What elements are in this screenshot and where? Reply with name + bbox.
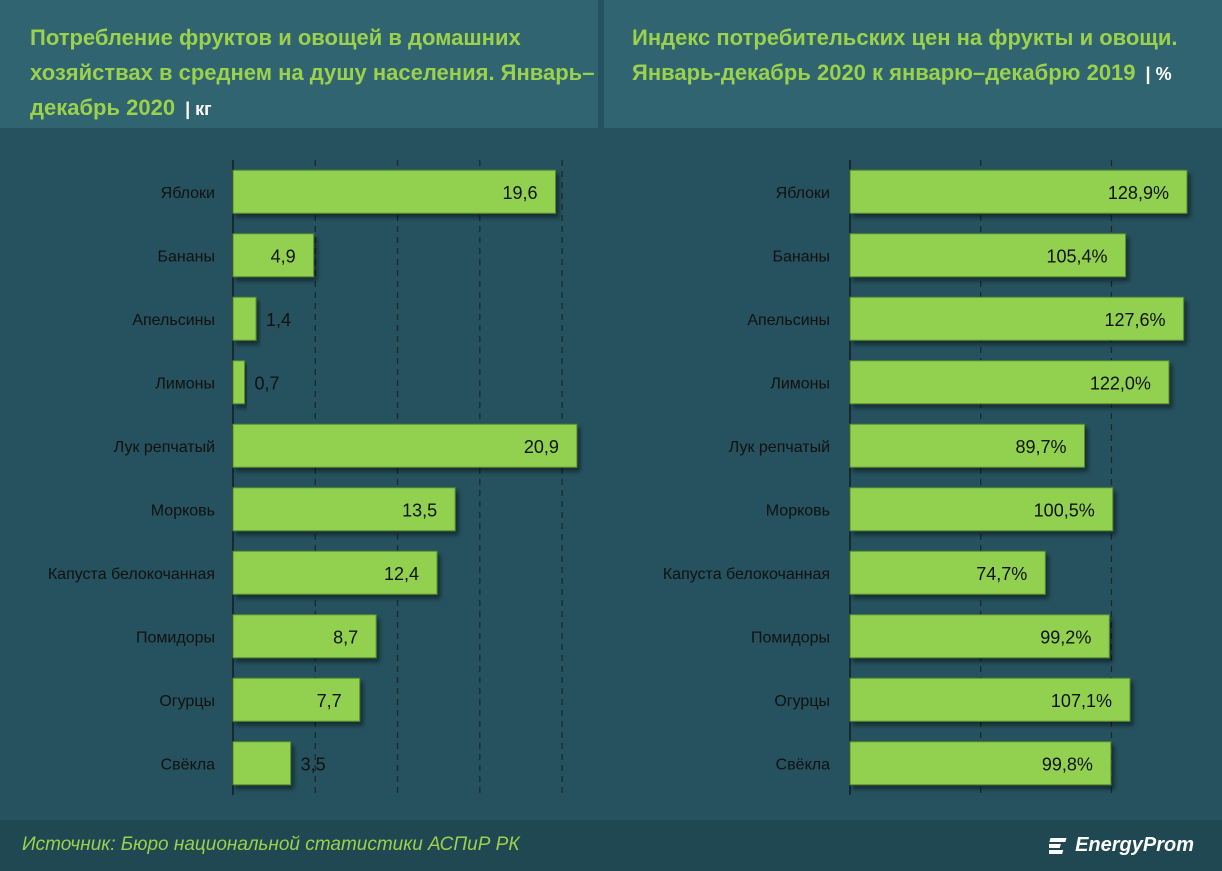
left-bar: [232, 233, 315, 278]
right-bar: [849, 614, 1110, 659]
right-bar: [849, 296, 1185, 341]
left-value-label: 12,4: [384, 564, 419, 584]
right-bar: [849, 550, 1046, 595]
right-value-label: 122,0%: [1090, 373, 1151, 393]
left-category-label: Лимоны: [155, 375, 215, 392]
right-category-label: Яблоки: [776, 185, 830, 202]
left-category-label: Огурцы: [159, 693, 215, 710]
left-unit: | кг: [185, 99, 212, 119]
energyprom-logo-icon: [1049, 837, 1067, 854]
left-category-label: Помидоры: [136, 629, 215, 646]
left-value-label: 7,7: [317, 691, 342, 711]
left-bar: [232, 614, 377, 659]
right-value-label: 99,8%: [1042, 754, 1093, 774]
left-bar-chart: Яблоки 19,6 Бананы 4,9 Апельсины 1,4 Лимоны 0,7…: [48, 160, 578, 795]
right-value-label: 107,1%: [1051, 691, 1112, 711]
right-category-label: Апельсины: [747, 312, 830, 329]
right-bar: [849, 487, 1114, 532]
left-bar: [232, 296, 257, 341]
right-chart-title: Индекс потребительских цен на фрукты и о…: [632, 20, 1192, 92]
right-value-label: 127,6%: [1105, 310, 1166, 330]
left-bar: [232, 677, 361, 722]
left-header-panel: [0, 0, 598, 128]
footer: Источник: Бюро национальной статистики А…: [0, 820, 1222, 871]
right-category-label: Помидоры: [751, 629, 830, 646]
right-category-label: Лимоны: [770, 375, 830, 392]
right-bar: [849, 741, 1112, 786]
left-bar: [232, 487, 456, 532]
left-bar: [232, 169, 557, 214]
right-value-label: 89,7%: [1015, 437, 1066, 457]
right-category-label: Огурцы: [774, 693, 830, 710]
left-bar: [232, 550, 438, 595]
left-value-label: 13,5: [402, 500, 437, 520]
left-value-label: 4,9: [271, 246, 296, 266]
left-category-label: Свёкла: [161, 756, 215, 773]
right-value-label: 100,5%: [1034, 500, 1095, 520]
left-category-label: Бананы: [158, 248, 215, 265]
right-category-label: Морковь: [766, 502, 830, 519]
brand-name: EnergyProm: [1075, 834, 1194, 856]
right-category-label: Капуста белокочанная: [663, 566, 830, 583]
left-bar: [232, 360, 246, 405]
brand-logo: EnergyProm: [1049, 834, 1194, 857]
right-value-label: 74,7%: [976, 564, 1027, 584]
left-category-label: Лук репчатый: [114, 439, 215, 456]
left-bar: [232, 423, 578, 468]
right-category-label: Бананы: [773, 248, 830, 265]
left-title-text: Потребление фруктов и овощей в домашних …: [30, 25, 595, 120]
right-bar: [849, 233, 1127, 278]
source-note: Источник: Бюро национальной статистики А…: [22, 834, 520, 855]
left-value-label: 1,4: [266, 310, 291, 330]
right-value-label: 128,9%: [1108, 183, 1169, 203]
right-bar: [849, 169, 1188, 214]
left-bar: [232, 741, 292, 786]
left-category-label: Апельсины: [132, 312, 215, 329]
right-unit: | %: [1145, 64, 1172, 84]
right-header-panel: [604, 0, 1222, 128]
right-bar: [849, 360, 1170, 405]
right-bar: [849, 677, 1131, 722]
right-category-label: Лук репчатый: [729, 439, 830, 456]
right-value-label: 105,4%: [1046, 246, 1107, 266]
left-value-label: 20,9: [524, 437, 559, 457]
left-category-label: Морковь: [151, 502, 215, 519]
right-category-label: Свёкла: [776, 756, 830, 773]
left-value-label: 8,7: [333, 627, 358, 647]
right-bar: [849, 423, 1086, 468]
left-chart-title: Потребление фруктов и овощей в домашних …: [30, 20, 600, 127]
right-value-label: 99,2%: [1040, 627, 1091, 647]
right-title-text: Индекс потребительских цен на фрукты и о…: [632, 25, 1178, 85]
left-category-label: Яблоки: [161, 185, 215, 202]
left-value-label: 19,6: [502, 183, 537, 203]
left-value-label: 3,5: [301, 754, 326, 774]
left-value-label: 0,7: [255, 373, 280, 393]
left-category-label: Капуста белокочанная: [48, 566, 215, 583]
right-bar-chart: Яблоки 128,9% Бананы 105,4% Апельсины 127,6% Л…: [663, 160, 1188, 795]
